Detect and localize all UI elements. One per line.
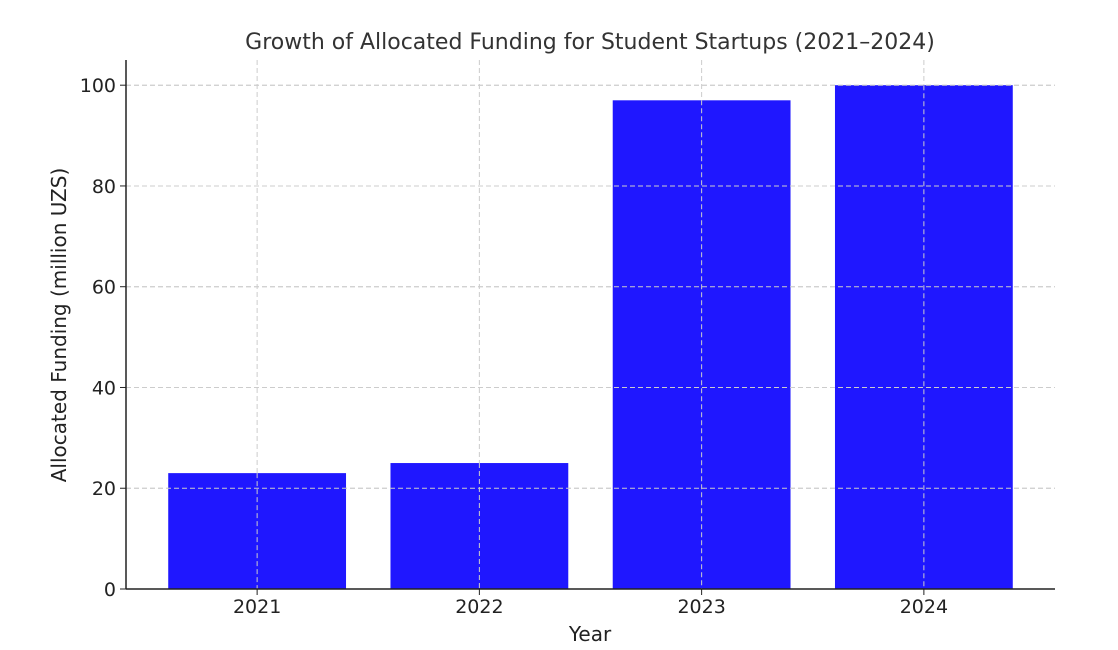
x-tick-label: 2021 [233,596,281,618]
chart-title: Growth of Allocated Funding for Student … [245,30,935,55]
x-tick-label: 2024 [900,596,948,618]
y-tick-label: 0 [104,579,116,601]
y-tick-label: 80 [92,176,116,198]
x-tick-label: 2022 [455,596,503,618]
x-tick-label: 2023 [677,596,725,618]
y-tick-label: 100 [80,75,116,97]
y-tick-label: 20 [92,478,116,500]
y-axis-label: Allocated Funding (million UZS) [47,168,71,483]
y-tick-label: 60 [92,277,116,299]
y-tick-label: 40 [92,377,116,399]
x-axis-label: Year [568,622,612,646]
